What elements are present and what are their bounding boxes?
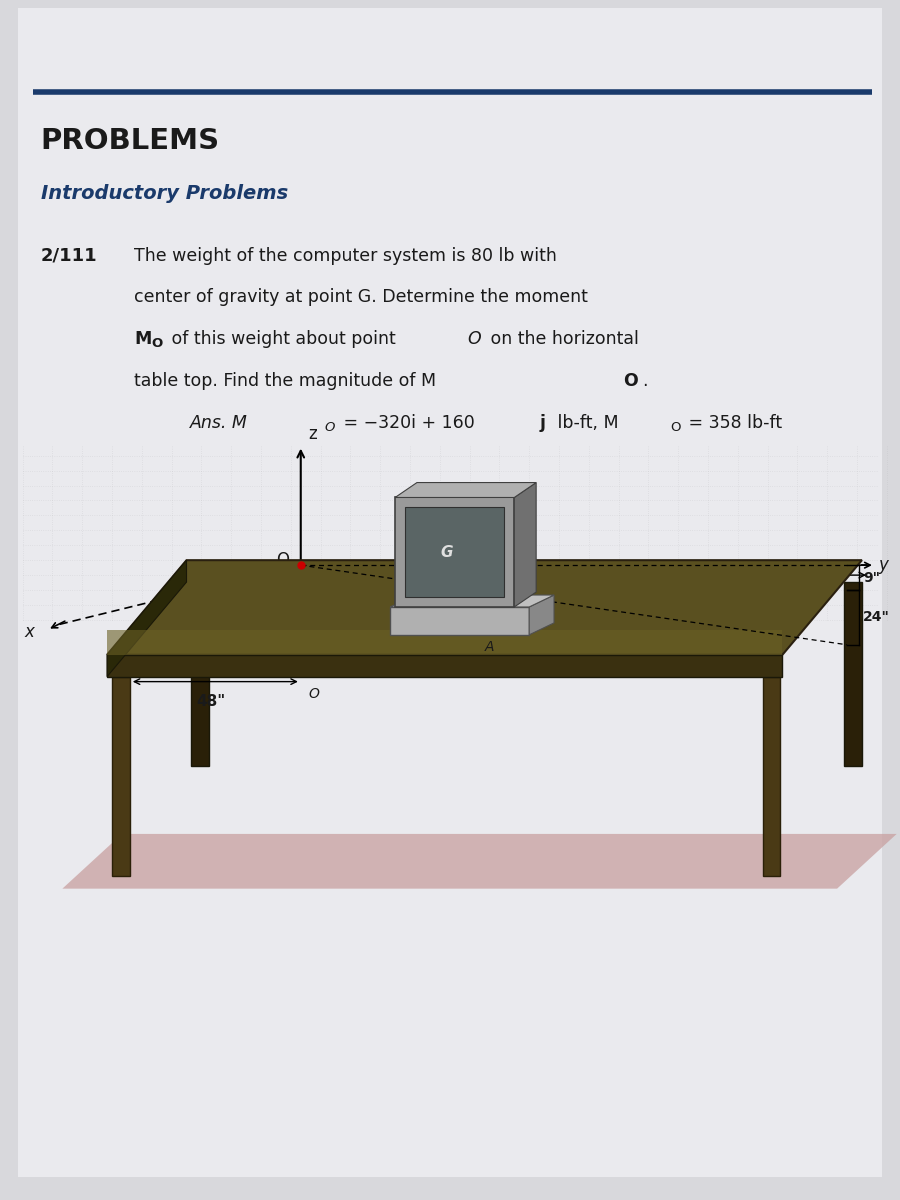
Text: 2/111: 2/111	[40, 247, 97, 265]
Polygon shape	[405, 508, 504, 598]
Polygon shape	[107, 655, 782, 677]
Text: .: .	[643, 372, 648, 390]
Polygon shape	[844, 582, 862, 767]
Text: y: y	[878, 556, 888, 574]
Polygon shape	[390, 607, 529, 635]
Polygon shape	[390, 595, 554, 607]
Text: = −320i + 160: = −320i + 160	[338, 414, 474, 432]
Text: Introductory Problems: Introductory Problems	[40, 184, 288, 203]
Text: O: O	[624, 372, 638, 390]
Text: Ans. M: Ans. M	[190, 414, 248, 432]
Polygon shape	[529, 595, 554, 635]
Text: j: j	[539, 414, 545, 432]
Text: of this weight about point: of this weight about point	[166, 330, 400, 348]
Polygon shape	[395, 498, 514, 607]
Text: A: A	[485, 640, 494, 654]
Text: G: G	[440, 545, 453, 559]
Text: center of gravity at point G. Determine the moment: center of gravity at point G. Determine …	[134, 288, 588, 306]
Polygon shape	[107, 560, 186, 677]
Text: PROBLEMS: PROBLEMS	[40, 127, 220, 155]
Text: O: O	[152, 337, 163, 350]
Text: The weight of the computer system is 80 lb with: The weight of the computer system is 80 …	[134, 247, 557, 265]
Polygon shape	[192, 582, 210, 767]
Text: x: x	[24, 623, 34, 641]
Text: 24": 24"	[863, 611, 890, 624]
Text: O: O	[276, 551, 289, 569]
Text: on the horizontal: on the horizontal	[485, 330, 639, 348]
Text: M: M	[134, 330, 151, 348]
Text: O: O	[670, 421, 680, 434]
Polygon shape	[107, 560, 862, 655]
Polygon shape	[62, 834, 896, 889]
Text: z: z	[309, 425, 318, 443]
Polygon shape	[112, 677, 130, 876]
Polygon shape	[514, 482, 536, 607]
Polygon shape	[395, 482, 536, 498]
Text: table top. Find the magnitude of M: table top. Find the magnitude of M	[134, 372, 436, 390]
Text: O: O	[309, 686, 320, 701]
Text: = 358 lb-ft: = 358 lb-ft	[683, 414, 782, 432]
Polygon shape	[107, 630, 782, 655]
Text: O: O	[468, 330, 482, 348]
Text: O: O	[325, 421, 335, 434]
Polygon shape	[18, 7, 882, 1177]
Polygon shape	[762, 677, 780, 876]
Text: 9": 9"	[863, 571, 880, 584]
Text: lb-ft, M: lb-ft, M	[552, 414, 618, 432]
Text: 48": 48"	[197, 694, 226, 708]
